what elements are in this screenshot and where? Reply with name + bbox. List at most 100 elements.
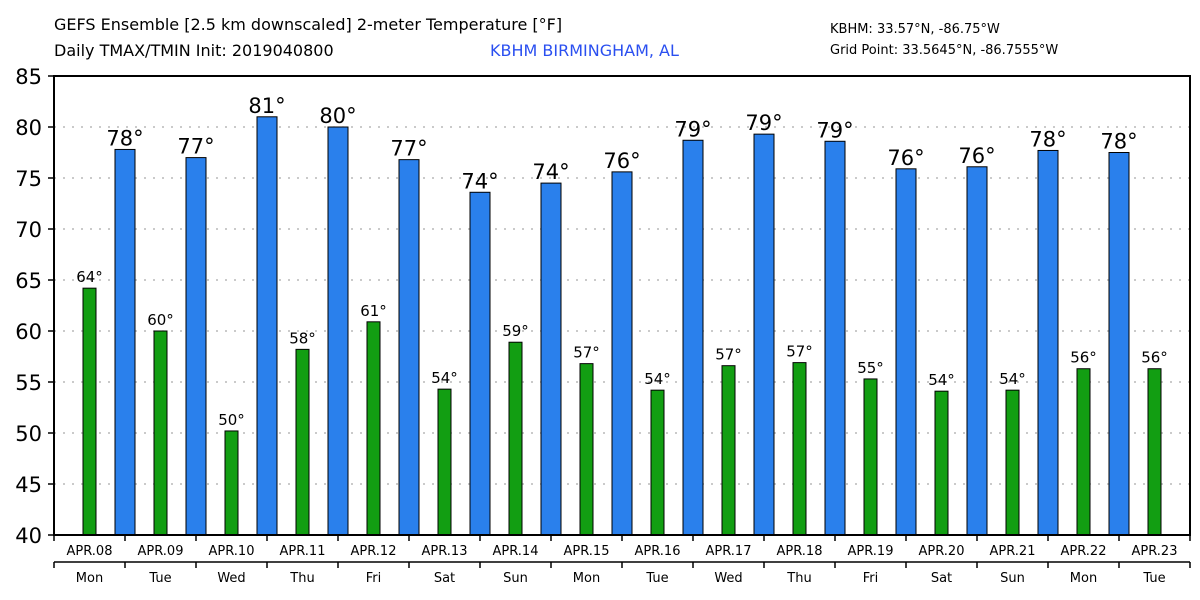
- tmin-bar: [153, 330, 168, 536]
- y-tick-label: 55: [15, 371, 42, 395]
- x-date-label: APR.12: [351, 544, 397, 559]
- x-weekday-label: Mon: [573, 571, 600, 586]
- x-date-label: APR.16: [635, 544, 681, 559]
- location-label: KBHM BIRMINGHAM, AL: [490, 41, 679, 60]
- tmin-bar: [508, 341, 523, 536]
- tmax-bar: [469, 191, 491, 536]
- tmax-bar: [824, 140, 846, 536]
- x-weekday-label: Fri: [863, 571, 879, 586]
- x-weekday-label: Thu: [289, 571, 314, 586]
- tmax-label: 78°: [1029, 127, 1066, 151]
- x-weekday-label: Wed: [714, 571, 742, 586]
- tmax-label: 79°: [745, 111, 782, 135]
- tmax-bar: [1108, 152, 1130, 536]
- tmax-bar: [611, 171, 633, 536]
- tmin-bar: [579, 363, 594, 536]
- chart-subtitle: Daily TMAX/TMIN Init: 2019040800: [54, 41, 334, 60]
- x-date-label: APR.21: [990, 544, 1036, 559]
- tmin-bar: [650, 389, 665, 536]
- tmin-bar: [82, 287, 97, 536]
- y-tick-label: 75: [15, 167, 42, 191]
- tmax-label: 79°: [674, 117, 711, 141]
- tmax-bar: [540, 182, 562, 536]
- tmax-bar: [895, 168, 917, 536]
- tmin-bar: [295, 348, 310, 536]
- x-date-label: APR.23: [1132, 544, 1178, 559]
- x-weekday-label: Wed: [217, 571, 245, 586]
- x-weekday-label: Tue: [1142, 571, 1165, 586]
- x-weekday-label: Thu: [786, 571, 811, 586]
- tmax-bar: [114, 148, 136, 536]
- tmin-bar: [1076, 368, 1091, 536]
- tmin-label: 59°: [502, 322, 529, 340]
- tmin-bar: [224, 430, 239, 536]
- x-date-label: APR.20: [919, 544, 965, 559]
- chart-title: GEFS Ensemble [2.5 km downscaled] 2-mete…: [54, 15, 563, 34]
- tmax-label: 76°: [603, 149, 640, 173]
- tmax-label: 76°: [887, 146, 924, 170]
- tmin-bar: [366, 321, 381, 536]
- x-weekday-label: Mon: [1070, 571, 1097, 586]
- x-date-label: APR.15: [564, 544, 610, 559]
- tmin-label: 50°: [218, 411, 245, 429]
- tmax-label: 79°: [816, 118, 853, 142]
- x-date-label: APR.11: [280, 544, 326, 559]
- x-weekday-label: Sun: [503, 571, 528, 586]
- tmax-label: 74°: [532, 160, 569, 184]
- y-tick-label: 45: [15, 473, 42, 497]
- tmax-bar: [185, 157, 207, 536]
- tmax-label: 77°: [390, 137, 427, 161]
- x-date-label: APR.09: [138, 544, 184, 559]
- tmin-label: 54°: [644, 370, 671, 388]
- tmax-bar: [256, 116, 278, 536]
- x-weekday-label: Sat: [434, 571, 455, 586]
- tmin-label: 55°: [857, 359, 884, 377]
- tmin-bar: [934, 390, 949, 536]
- x-date-label: APR.10: [209, 544, 255, 559]
- x-weekday-label: Tue: [645, 571, 668, 586]
- y-tick-label: 60: [15, 320, 42, 344]
- tmax-label: 78°: [106, 126, 143, 150]
- y-tick-label: 40: [15, 524, 42, 548]
- x-date-label: APR.08: [67, 544, 113, 559]
- tmax-label: 78°: [1100, 130, 1137, 154]
- y-tick-label: 70: [15, 218, 42, 242]
- tmax-bar: [682, 139, 704, 536]
- tmin-bar: [792, 362, 807, 536]
- tmax-label: 74°: [461, 169, 498, 193]
- tmax-label: 77°: [177, 135, 214, 159]
- x-date-label: APR.19: [848, 544, 894, 559]
- tmax-label: 76°: [958, 144, 995, 168]
- x-weekday-label: Sat: [931, 571, 952, 586]
- x-weekday-label: Fri: [366, 571, 382, 586]
- tmax-bar: [398, 159, 420, 536]
- tmin-label: 64°: [76, 268, 103, 286]
- tmax-bar: [966, 166, 988, 536]
- tmin-label: 60°: [147, 311, 174, 329]
- tmin-label: 57°: [715, 346, 742, 364]
- station-coordinates: KBHM: 33.57°N, -86.75°W: [830, 22, 1000, 37]
- x-date-label: APR.14: [493, 544, 539, 559]
- tmin-bar: [1147, 368, 1162, 536]
- tmin-label: 54°: [928, 371, 955, 389]
- tmin-label: 56°: [1070, 349, 1097, 367]
- tmin-bar: [437, 388, 452, 536]
- tmax-bar: [753, 133, 775, 536]
- y-tick-label: 80: [15, 116, 42, 140]
- tmin-label: 57°: [786, 343, 813, 361]
- x-date-label: APR.18: [777, 544, 823, 559]
- grid-point-coordinates: Grid Point: 33.5645°N, -86.7555°W: [830, 43, 1059, 58]
- tmin-bar: [863, 378, 878, 536]
- tmin-bar: [721, 365, 736, 536]
- tmax-bar: [327, 126, 349, 536]
- x-date-label: APR.22: [1061, 544, 1107, 559]
- tmin-label: 61°: [360, 302, 387, 320]
- tmin-label: 57°: [573, 344, 600, 362]
- tmin-label: 58°: [289, 329, 316, 347]
- x-weekday-label: Tue: [148, 571, 171, 586]
- tmax-bar: [1037, 149, 1059, 536]
- tmin-label: 54°: [999, 370, 1026, 388]
- x-weekday-label: Sun: [1000, 571, 1025, 586]
- x-date-label: APR.13: [422, 544, 468, 559]
